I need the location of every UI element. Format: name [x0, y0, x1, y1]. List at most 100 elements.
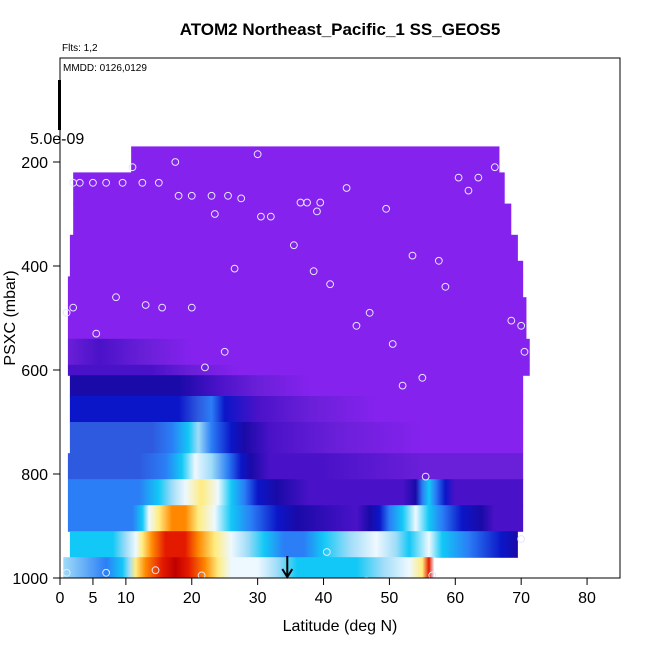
data-point	[365, 308, 374, 317]
y-tick-label: 1000	[12, 571, 48, 588]
x-tick-label: 40	[315, 590, 333, 607]
data-point	[69, 303, 78, 312]
data-point	[201, 363, 209, 372]
data-point	[207, 191, 216, 200]
data-point	[62, 308, 71, 317]
data-point	[158, 303, 167, 312]
data-point	[197, 571, 206, 578]
data-point	[309, 267, 318, 276]
x-tick-label: 60	[446, 590, 464, 607]
heatmap-band	[69, 422, 524, 454]
x-tick-label: 10	[117, 590, 135, 607]
data-point	[92, 329, 101, 338]
x-tick-label: 0	[56, 590, 65, 607]
data-point	[220, 347, 229, 356]
data-point	[517, 321, 526, 330]
data-point	[517, 535, 526, 543]
data-point	[253, 150, 262, 159]
data-point	[89, 178, 97, 187]
latitude-arrow	[281, 556, 294, 579]
data-point	[230, 264, 239, 273]
data-point	[141, 301, 150, 309]
heatmap-band	[67, 364, 530, 376]
data-points	[62, 150, 529, 578]
data-point	[352, 321, 361, 330]
data-point	[441, 282, 450, 291]
flights-note: Flts: 1,2	[62, 43, 98, 54]
data-point	[428, 571, 437, 578]
data-point	[507, 316, 516, 325]
data-point	[266, 212, 275, 221]
data-point	[464, 186, 473, 195]
y-axis: 200 400 600 800 1000	[12, 155, 60, 588]
data-point	[421, 472, 430, 481]
data-point	[187, 191, 196, 200]
heatmap-band	[69, 260, 524, 277]
data-point	[128, 163, 137, 172]
arrow-head	[281, 568, 294, 579]
data-point	[313, 207, 321, 216]
data-point	[490, 163, 499, 172]
heatmap-band	[67, 505, 524, 532]
data-point	[102, 568, 111, 577]
data-point	[118, 178, 127, 187]
heatmap-band	[73, 203, 512, 236]
data-point	[237, 194, 246, 203]
heatmap-band	[67, 479, 524, 506]
heatmap-band	[69, 396, 524, 423]
x-tick-label: 30	[249, 590, 267, 607]
data-point	[342, 184, 351, 192]
data-point	[289, 241, 298, 250]
data-point	[62, 568, 71, 577]
data-point	[454, 173, 463, 182]
heatmap-band	[69, 375, 524, 397]
data-point	[434, 256, 443, 265]
data-point	[138, 178, 147, 187]
x-axis-label: Latitude (deg N)	[283, 618, 398, 635]
data-point	[316, 198, 325, 207]
data-point	[151, 566, 160, 575]
data-point	[257, 212, 265, 221]
y-tick-label: 600	[21, 363, 48, 380]
data-point	[102, 178, 111, 187]
heatmap	[63, 146, 530, 578]
data-point	[408, 251, 417, 260]
x-tick-label: 20	[183, 590, 201, 607]
dates-note: MMDD: 0126,0129	[63, 63, 147, 74]
data-point	[154, 178, 163, 187]
data-point	[520, 347, 529, 356]
data-point	[210, 210, 219, 218]
data-point	[388, 340, 397, 348]
colorbar-max-label: 5.0e-09	[30, 131, 84, 148]
plot-frame	[59, 57, 621, 579]
x-tick-label: 5	[88, 590, 97, 607]
data-point	[363, 576, 370, 578]
x-tick-label: 70	[512, 590, 530, 607]
x-tick-label: 80	[578, 590, 596, 607]
data-point	[322, 548, 331, 556]
data-point	[382, 204, 391, 213]
data-point	[303, 198, 311, 207]
data-point	[187, 303, 196, 312]
data-point	[398, 381, 407, 390]
y-tick-label: 800	[21, 467, 48, 484]
heatmap-band	[69, 531, 518, 558]
x-tick-label: 50	[381, 590, 399, 607]
heatmap-band	[67, 297, 527, 340]
heatmap-band	[67, 338, 530, 366]
y-axis-label: PSXC (mbar)	[2, 270, 19, 365]
data-point	[326, 280, 335, 289]
y-tick-label: 400	[21, 259, 48, 276]
data-point	[75, 178, 84, 187]
data-point	[171, 158, 180, 166]
data-point	[474, 173, 483, 182]
data-point	[174, 191, 183, 200]
x-axis: 0 5 10 20 30 40 50 60 70 80	[56, 578, 596, 607]
data-point	[399, 576, 406, 578]
heatmap-band	[131, 146, 500, 173]
heatmap-band	[67, 453, 524, 480]
heatmap-band	[73, 172, 505, 205]
chart-title: ATOM2 Northeast_Pacific_1 SS_GEOS5	[180, 20, 501, 39]
data-point	[112, 293, 120, 302]
